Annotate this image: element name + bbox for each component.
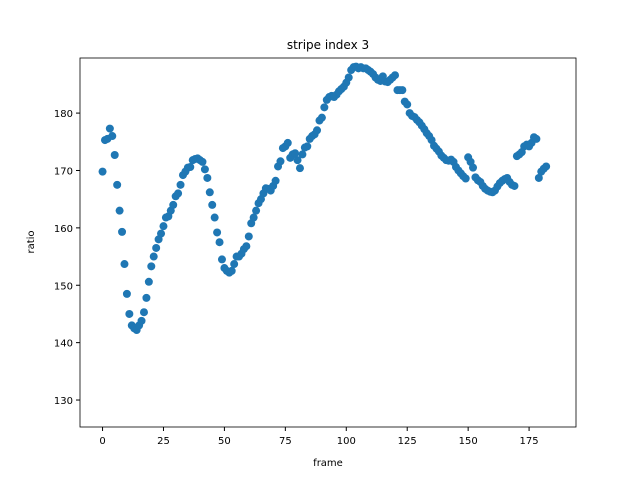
point [230,260,239,269]
point [293,156,302,165]
point [303,142,312,151]
y-tick-label: 150 [54,281,73,292]
x-tick-label: 75 [279,436,292,447]
point [120,260,129,269]
point [157,229,166,238]
y-tick-label: 140 [54,339,73,350]
point [320,103,329,112]
point [217,255,226,264]
point [122,289,131,298]
point [98,167,107,176]
point [176,180,185,189]
point [174,189,183,198]
point [271,176,280,185]
plot-frame [79,57,577,428]
x-tick-label: 25 [157,436,170,447]
point [137,316,146,325]
point [461,174,470,183]
y-tick-label: 160 [54,224,73,235]
point [118,227,127,236]
point [205,188,214,197]
point [244,232,253,241]
x-tick-label: 0 [99,436,105,447]
point [108,132,117,141]
point [125,309,134,318]
point [113,180,122,189]
point [469,163,478,172]
point [252,206,261,215]
point [208,200,217,209]
y-tick-label: 180 [54,109,73,120]
point [200,165,209,174]
y-tick-label: 170 [54,166,73,177]
point [249,213,258,222]
point [298,150,307,159]
point [313,126,322,135]
point [227,266,236,275]
point [142,293,151,302]
point [105,124,114,133]
x-tick-label: 125 [398,436,417,447]
point [139,308,148,317]
point [144,277,153,286]
point [152,243,161,252]
point [510,181,519,190]
point [115,206,124,215]
point [169,200,178,209]
point [398,86,407,95]
point [159,222,168,231]
point [215,238,224,247]
point [242,242,251,251]
x-tick-label: 150 [459,436,478,447]
point [295,164,304,173]
point [391,71,400,80]
point [110,150,119,159]
point [534,173,543,182]
point [291,149,300,158]
point [186,163,195,172]
y-axis-label: ratio [26,230,37,253]
point [283,138,292,147]
x-tick-label: 100 [337,436,356,447]
point [344,73,353,82]
point [542,162,551,171]
y-tick-label: 130 [54,396,73,407]
point [210,213,219,222]
x-tick-label: 175 [520,436,539,447]
point [317,113,326,122]
point [532,134,541,143]
point [149,252,158,261]
x-tick-label: 50 [218,436,231,447]
x-axis-label: frame [313,458,343,469]
point [213,228,222,237]
point [276,157,285,166]
point [198,157,207,166]
point [203,173,212,182]
point [147,262,156,271]
point [403,100,412,109]
chart-title: stripe index 3 [287,38,369,52]
